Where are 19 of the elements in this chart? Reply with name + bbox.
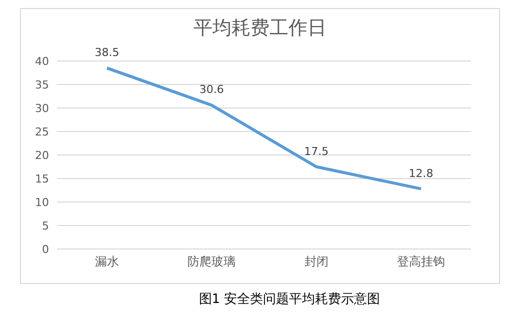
x-tick-label: 漏水 (95, 254, 119, 269)
data-label: 30.6 (199, 83, 224, 96)
caption: 图1 安全类问题平均耗费示意图 (198, 291, 382, 308)
chart-title: 平均耗费工作日 (192, 16, 328, 41)
y-tick-label: 10 (35, 196, 49, 209)
y-tick-label: 25 (35, 125, 49, 138)
y-tick-label: 40 (35, 54, 49, 68)
x-tick-label: 封闭 (304, 254, 328, 269)
y-tick-label: 35 (35, 78, 49, 92)
y-tick-label: 5 (42, 219, 49, 232)
y-tick-label: 20 (35, 148, 49, 162)
y-tick-label: 30 (35, 102, 49, 115)
y-tick-label: 0 (42, 242, 49, 256)
data-label: 12.8 (408, 166, 434, 180)
y-tick-label: 15 (35, 172, 49, 186)
x-tick-label: 防爬玻璃 (188, 254, 236, 269)
x-tick-label: 登高挂钩 (397, 254, 445, 269)
data-label: 17.5 (304, 144, 329, 158)
data-label: 38.5 (94, 46, 120, 60)
